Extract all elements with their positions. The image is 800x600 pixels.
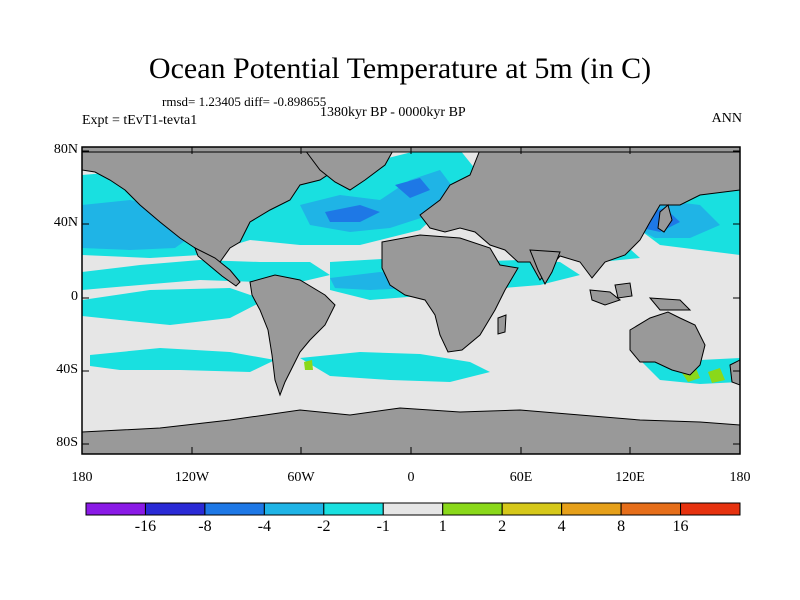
colorbar-swatch (263, 502, 325, 516)
lon-label-60e: 60E (509, 470, 533, 485)
experiment-label: Expt = tEvT1-tevta1 (82, 113, 198, 128)
central-america (194, 246, 241, 287)
lon-label-180e: 180 (729, 470, 751, 485)
colorbar-label: -8 (198, 518, 212, 535)
new-zealand (729, 359, 740, 386)
colorbar-swatch (561, 502, 622, 516)
colorbar-swatch (382, 502, 444, 516)
map-title: Ocean Potential Temperature at 5m (in C) (148, 52, 652, 85)
australia (629, 311, 706, 376)
lat-label-80s: 80S (56, 435, 78, 450)
colorbar-label: 1 (438, 518, 447, 535)
colorbar-label: -2 (317, 518, 331, 535)
lat-label-40n: 40N (53, 215, 78, 230)
colorbar-label: 16 (672, 518, 689, 535)
antarctica (82, 407, 740, 454)
southeast-asia-islands (589, 289, 622, 306)
colorbar-swatch (144, 502, 206, 516)
colorbar-swatch (680, 502, 741, 516)
lat-label-0: 0 (71, 289, 78, 304)
lon-label-120w: 120W (174, 470, 210, 485)
colorbar-swatch (323, 502, 384, 516)
lon-label-60w: 60W (287, 470, 315, 485)
stats-text: rmsd= 1.23405 diff= -0.898655 (162, 94, 327, 109)
colorbar-swatch (204, 502, 265, 516)
land-masses (82, 147, 740, 454)
season-label: ANN (711, 111, 742, 126)
colorbar-swatch (85, 502, 146, 516)
madagascar (497, 314, 507, 335)
axis-ticks (81, 147, 741, 454)
lat-label-80n: 80N (53, 142, 78, 157)
colorbar-label: -4 (257, 518, 272, 535)
borneo (614, 282, 633, 299)
colorbar-swatch (442, 502, 503, 516)
japan (657, 204, 673, 233)
india (529, 249, 561, 286)
colorbar-label: 8 (617, 518, 626, 535)
colorbar-label: 2 (498, 518, 507, 535)
colorbar-label: -1 (376, 518, 390, 535)
new-guinea (648, 297, 692, 311)
lat-label-40s: 40S (56, 362, 78, 377)
africa (381, 234, 519, 353)
colorbar-swatch (501, 502, 563, 516)
colorbar-label: 4 (557, 518, 566, 535)
colorbar-swatch (620, 502, 682, 516)
lon-label-180w: 180 (71, 470, 93, 485)
lon-label-120e: 120E (615, 470, 645, 485)
lon-label-0: 0 (407, 470, 415, 485)
colorbar-label: -16 (134, 518, 157, 535)
period-label: 1380kyr BP - 0000kyr BP (320, 105, 466, 120)
south-america (249, 274, 336, 397)
